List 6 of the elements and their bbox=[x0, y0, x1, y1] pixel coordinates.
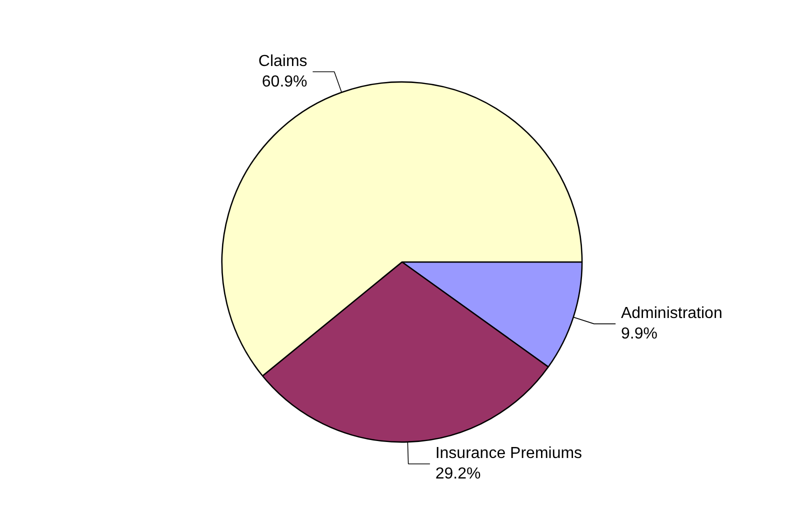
data-label: 29.2% bbox=[435, 466, 481, 483]
data-label: 9.9% bbox=[620, 326, 658, 343]
slice-label: Claims bbox=[258, 53, 308, 70]
data-label: 60.9% bbox=[262, 73, 308, 90]
slice-label: Insurance Premiums bbox=[435, 445, 582, 462]
slice-label: Administration bbox=[620, 305, 722, 322]
